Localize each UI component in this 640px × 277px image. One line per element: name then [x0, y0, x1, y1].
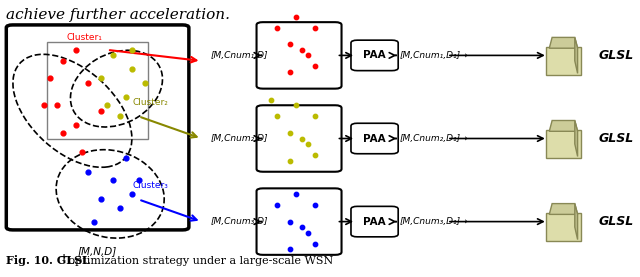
Text: GLSL: GLSL: [598, 49, 634, 62]
Point: [133, 178, 143, 182]
Point: [127, 192, 138, 196]
Text: [M,N,D]: [M,N,D]: [78, 246, 117, 256]
FancyBboxPatch shape: [546, 213, 580, 241]
FancyBboxPatch shape: [257, 105, 342, 172]
Point: [297, 136, 307, 141]
Point: [310, 64, 320, 69]
Point: [95, 197, 106, 202]
Point: [310, 203, 320, 207]
Point: [303, 142, 314, 146]
Point: [70, 122, 81, 127]
Text: PAA: PAA: [364, 134, 386, 143]
Text: Cluster₃: Cluster₃: [132, 181, 168, 190]
Polygon shape: [549, 37, 578, 48]
Point: [303, 230, 314, 235]
Point: [58, 131, 68, 135]
Text: PAA: PAA: [364, 217, 386, 227]
Point: [291, 192, 301, 196]
Point: [90, 219, 100, 224]
FancyBboxPatch shape: [351, 123, 398, 154]
Point: [297, 48, 307, 52]
Point: [297, 225, 307, 229]
Point: [272, 203, 282, 207]
Point: [127, 48, 138, 52]
Polygon shape: [549, 204, 578, 214]
Text: GLSL: GLSL: [598, 215, 634, 228]
Text: Cluster₁: Cluster₁: [66, 33, 102, 42]
Point: [284, 131, 294, 135]
FancyBboxPatch shape: [351, 40, 398, 71]
Polygon shape: [575, 204, 578, 240]
Text: PAA: PAA: [364, 50, 386, 60]
Point: [140, 81, 150, 85]
Point: [58, 59, 68, 63]
Text: Cluster₂: Cluster₂: [132, 98, 168, 107]
FancyBboxPatch shape: [351, 206, 398, 237]
Point: [95, 109, 106, 113]
Text: +: +: [60, 253, 68, 262]
Point: [284, 247, 294, 252]
Point: [39, 103, 49, 107]
FancyBboxPatch shape: [257, 22, 342, 89]
Point: [272, 25, 282, 30]
Point: [291, 103, 301, 107]
Point: [310, 153, 320, 157]
FancyBboxPatch shape: [546, 47, 580, 75]
Point: [272, 114, 282, 119]
Text: [M,Cnum₁,D₁]→: [M,Cnum₁,D₁]→: [400, 51, 468, 60]
Point: [83, 81, 93, 85]
Point: [310, 114, 320, 119]
Point: [102, 103, 112, 107]
FancyBboxPatch shape: [546, 130, 580, 158]
Point: [77, 150, 87, 155]
Point: [95, 75, 106, 80]
Text: Fig. 10. GLSL: Fig. 10. GLSL: [6, 255, 90, 266]
Point: [83, 170, 93, 174]
Text: [M,Cnum₂,D₁]→: [M,Cnum₂,D₁]→: [400, 134, 468, 143]
Point: [284, 70, 294, 74]
Point: [127, 67, 138, 71]
Text: optimization strategy under a large-scale WSN: optimization strategy under a large-scal…: [65, 256, 333, 266]
Point: [284, 219, 294, 224]
Point: [115, 114, 125, 119]
Polygon shape: [575, 37, 578, 73]
Point: [266, 98, 276, 102]
Point: [310, 25, 320, 30]
Text: achieve further acceleration.: achieve further acceleration.: [6, 8, 230, 22]
Point: [310, 242, 320, 246]
Text: [M,Cnum₁,D]: [M,Cnum₁,D]: [211, 51, 268, 60]
Polygon shape: [549, 120, 578, 131]
Point: [70, 48, 81, 52]
Text: [M,Cnum₂,D]: [M,Cnum₂,D]: [211, 134, 268, 143]
Point: [303, 53, 314, 58]
Point: [121, 95, 131, 99]
Point: [108, 53, 118, 58]
Text: [M,Cnum₃,D]: [M,Cnum₃,D]: [211, 217, 268, 226]
Text: [M,Cnum₃,D₁]→: [M,Cnum₃,D₁]→: [400, 217, 468, 226]
Point: [284, 42, 294, 47]
Polygon shape: [575, 120, 578, 157]
Text: GLSL: GLSL: [598, 132, 634, 145]
FancyBboxPatch shape: [6, 25, 189, 230]
Point: [108, 178, 118, 182]
Point: [115, 206, 125, 210]
Point: [291, 14, 301, 19]
Point: [284, 158, 294, 163]
Point: [45, 75, 56, 80]
Point: [121, 156, 131, 160]
Point: [52, 103, 62, 107]
FancyBboxPatch shape: [257, 188, 342, 255]
